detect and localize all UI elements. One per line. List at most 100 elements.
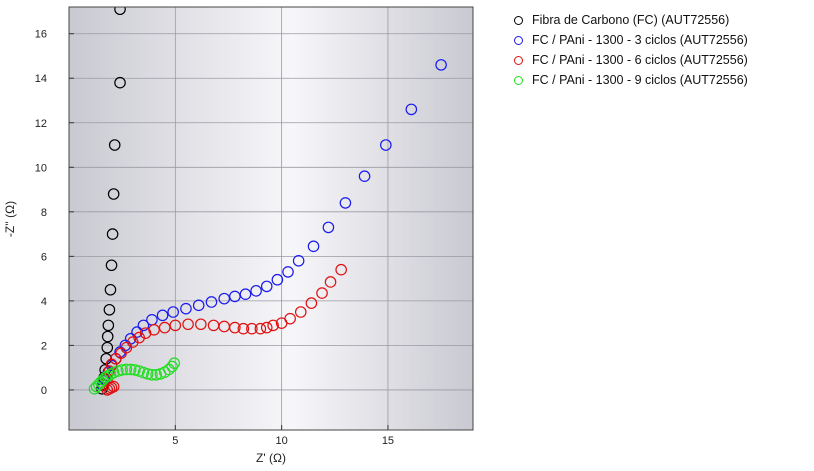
x-tick-label: 15 (382, 435, 394, 447)
data-point (292, 254, 305, 267)
data-point (316, 287, 328, 299)
y-tick-label: 4 (41, 296, 47, 308)
data-point (141, 368, 154, 380)
data-point (229, 290, 241, 303)
data-point (260, 280, 273, 293)
x-axis-title: Z' (Ω) (256, 451, 286, 465)
data-point (148, 324, 160, 336)
data-point (282, 266, 294, 278)
legend-item: FC / PAni - 1300 - 6 ciclos (AUT72556) (514, 50, 748, 70)
data-point (322, 221, 335, 234)
legend-label: FC / PAni - 1300 - 3 ciclos (AUT72556) (532, 33, 748, 47)
data-point (305, 297, 318, 309)
data-point (107, 380, 120, 393)
data-point (88, 383, 101, 395)
data-point (180, 302, 192, 315)
data-point (112, 365, 124, 377)
data-point (156, 309, 169, 322)
data-point (192, 299, 205, 312)
legend-item: FC / PAni - 1300 - 9 ciclos (AUT72556) (514, 70, 748, 90)
data-point (104, 283, 117, 296)
legend-label: FC / PAni - 1300 - 9 ciclos (AUT72556) (532, 73, 748, 87)
legend-label: Fibra de Carbono (FC) (AUT72556) (532, 13, 730, 27)
data-point (271, 273, 284, 286)
grid (69, 7, 473, 430)
data-point (239, 288, 252, 300)
y-axis-title: -Z'' (Ω) (3, 201, 17, 237)
legend: Fibra de Carbono (FC) (AUT72556) FC / PA… (514, 10, 748, 90)
data-point (150, 368, 162, 381)
data-point (218, 292, 231, 305)
plot-area (69, 7, 473, 430)
data-point (114, 7, 126, 16)
y-tick-label: 10 (35, 162, 47, 174)
data-point (137, 319, 150, 332)
data-point (126, 336, 139, 348)
data-point (105, 259, 118, 272)
data-point (146, 368, 158, 381)
data-point (120, 363, 133, 376)
data-point (339, 197, 352, 209)
plot-frame (68, 6, 474, 431)
data-point (267, 319, 279, 332)
data-point (254, 322, 267, 335)
data-point (114, 76, 126, 89)
data-point (124, 363, 137, 376)
data-point (358, 170, 371, 182)
series-2 (101, 263, 347, 396)
data-point (324, 276, 337, 288)
data-point (108, 139, 121, 151)
data-point (131, 326, 143, 338)
data-point (101, 341, 114, 354)
data-point (250, 285, 262, 297)
data-point (169, 319, 182, 332)
data-point (435, 59, 447, 71)
data-point (182, 318, 194, 331)
y-tick-label: 12 (35, 118, 47, 130)
data-point (129, 364, 141, 376)
data-point (168, 357, 181, 370)
data-point (284, 312, 296, 325)
data-point (107, 188, 120, 200)
data-point (335, 263, 347, 276)
data-point (90, 380, 103, 393)
y-tick-label: 6 (41, 251, 47, 263)
data-point (103, 303, 116, 316)
legend-item: FC / PAni - 1300 - 3 ciclos (AUT72556) (514, 30, 748, 50)
legend-marker-circle-icon (514, 15, 523, 25)
data-point (260, 321, 273, 334)
axis-ticks: 5 10 15 0 2 4 6 8 10 12 14 16 (35, 29, 394, 447)
data-point (405, 103, 418, 116)
data-point (97, 374, 109, 386)
data-series (88, 7, 447, 396)
data-point (205, 296, 218, 308)
data-point (167, 306, 179, 318)
data-point (106, 228, 119, 240)
y-tick-label: 14 (35, 73, 47, 85)
data-point (95, 376, 107, 388)
data-point (307, 240, 320, 253)
data-point (92, 378, 105, 391)
data-point (116, 364, 128, 376)
data-point (102, 319, 115, 332)
x-tick-label: 10 (276, 435, 288, 447)
data-point (195, 318, 207, 331)
data-point (229, 321, 241, 334)
legend-marker-circle-icon (514, 55, 523, 65)
data-point (158, 321, 171, 334)
data-point (166, 360, 178, 373)
y-tick-label: 0 (41, 385, 47, 397)
data-point (133, 331, 145, 344)
legend-marker-circle-icon (514, 75, 523, 85)
y-tick-label: 2 (41, 340, 47, 352)
x-tick-label: 5 (172, 435, 178, 447)
data-point (246, 322, 258, 335)
data-point (294, 306, 307, 318)
data-point (380, 139, 392, 151)
data-point (101, 330, 114, 343)
legend-item: Fibra de Carbono (FC) (AUT72556) (514, 10, 748, 30)
data-point (237, 322, 250, 335)
legend-marker-circle-icon (514, 35, 523, 45)
y-tick-label: 8 (41, 207, 47, 219)
